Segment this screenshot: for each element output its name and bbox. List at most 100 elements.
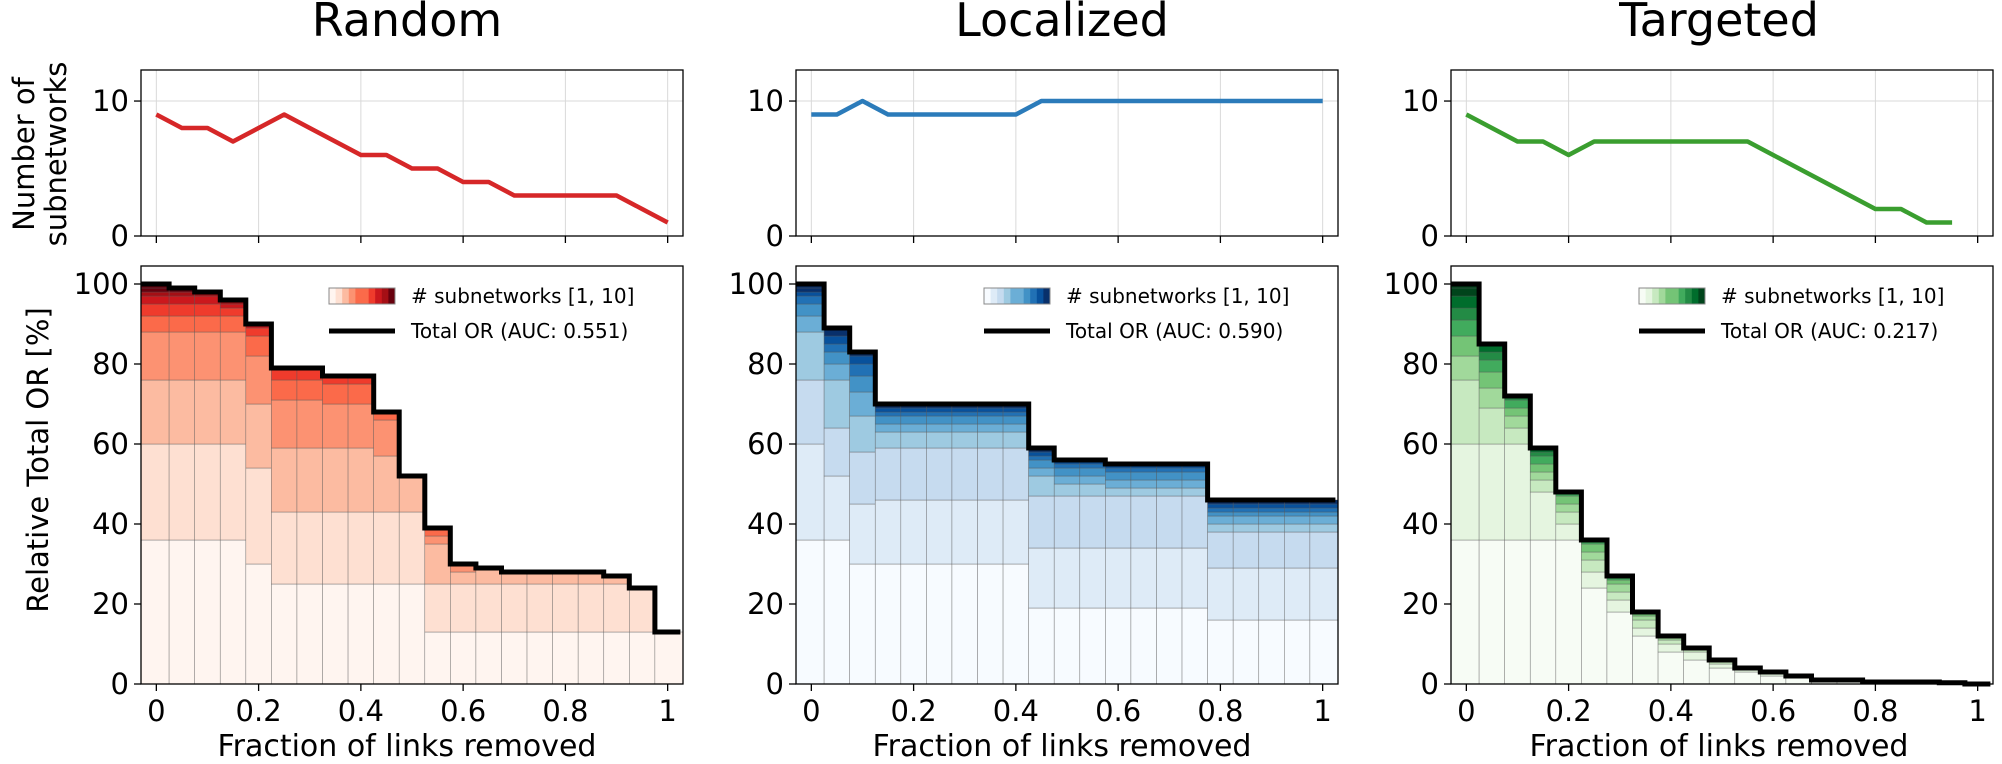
subnetwork-layer (926, 431, 953, 449)
legend-colorbar-swatch (1023, 288, 1031, 304)
subnetwork-layer (1581, 559, 1608, 573)
subnetwork-layer (1785, 677, 1812, 685)
subnetwork-layer (1105, 467, 1132, 473)
subnetwork-layer (296, 447, 323, 513)
subnetwork-layer (1130, 479, 1157, 489)
subnetwork-layer (900, 499, 927, 565)
subnetwork-layer (1581, 543, 1608, 553)
subnetwork-layer (552, 631, 579, 685)
subnetwork-layer (1581, 551, 1608, 561)
bottom-xtick-label: 0.8 (1852, 694, 1898, 728)
subnetwork-layer (424, 543, 451, 585)
subnetwork-layer (849, 375, 876, 393)
subnetwork-layer (168, 379, 195, 445)
subnetwork-layer (1181, 607, 1208, 685)
bottom-xtick-label: 0.8 (542, 694, 588, 728)
bottom-ytick-label: 20 (747, 587, 784, 621)
subnetwork-layer (795, 331, 825, 381)
subnetwork-layer (219, 331, 247, 381)
subnetwork-layer (900, 423, 927, 433)
subnetwork-layer (1028, 495, 1055, 549)
subnetwork-layer (1156, 495, 1183, 549)
subnetwork-layer (1105, 479, 1132, 489)
subnetwork-layer (1156, 467, 1183, 473)
subnetwork-layer (1105, 547, 1132, 609)
legend-colorbar-swatch (1036, 288, 1044, 304)
subnetwork-layer (1079, 463, 1106, 469)
subnetwork-layer (1028, 459, 1055, 469)
bottom-ytick-label: 60 (1402, 427, 1439, 461)
subnetwork-layer (1207, 523, 1234, 533)
subnetwork-layer (951, 415, 978, 425)
subnetwork-layer (1683, 659, 1710, 685)
subnetwork-layer (823, 363, 850, 381)
legend-colorbar-swatch (368, 288, 376, 304)
subnetwork-layer (1309, 619, 1339, 685)
subnetwork-layer (1284, 511, 1311, 517)
bottom-panel-random: 0 0.2 0.4 0.6 0.8 1 0 20 40 60 80 100 # subnetworks … (74, 265, 684, 728)
subnetwork-layer (1002, 431, 1029, 449)
subnetwork-layer (245, 467, 272, 565)
subnetwork-layer (1555, 511, 1582, 525)
subnetwork-layer (1079, 547, 1106, 609)
subnetwork-layer (450, 631, 477, 685)
legend-colorbar-swatch (1639, 288, 1646, 304)
subnetwork-layer (951, 407, 978, 413)
subnetwork-layer (1105, 471, 1132, 481)
subnetwork-layer (1555, 523, 1582, 541)
subnetwork-layer (1309, 507, 1339, 513)
subnetwork-layer (1028, 455, 1055, 461)
subnetwork-layer (1708, 663, 1736, 669)
legend-colorbar-swatch (1698, 288, 1706, 304)
top-ylabel-line2: subnetworks (39, 62, 73, 247)
subnetwork-layer (271, 379, 298, 401)
subnetwork-layer (1028, 475, 1055, 497)
subnetwork-count-line (1465, 112, 1953, 225)
subnetwork-layer (140, 287, 170, 293)
legend-colorbar-swatch (1665, 288, 1673, 304)
subnetwork-layer (900, 563, 927, 685)
subnetwork-layer (1079, 475, 1106, 485)
bottom-ytick-label: 20 (92, 587, 129, 621)
bottom-xtick-label: 1 (1313, 694, 1331, 728)
legend-colorbar-swatch (1691, 288, 1699, 304)
legend-colorbar-swatch (997, 288, 1005, 304)
subnetwork-layer (1529, 451, 1557, 457)
subnetwork-layer (1207, 511, 1234, 517)
subnetwork-layer (1504, 415, 1531, 429)
subnetwork-layer (347, 383, 374, 405)
bottom-xtick-label: 0.4 (338, 694, 384, 728)
subnetwork-layer (1284, 515, 1311, 525)
subnetwork-layer (1309, 531, 1339, 569)
subnetwork-layer (140, 295, 170, 305)
subnetwork-layer (1504, 443, 1531, 541)
subnetwork-layer (322, 403, 349, 449)
subnetwork-layer (475, 583, 502, 633)
xlabel-localized: Fraction of links removed (873, 729, 1252, 764)
legend-colorbar-swatch (990, 288, 998, 304)
subnetwork-layer (475, 631, 502, 685)
subnetwork-layer (526, 583, 553, 633)
subnetwork-layer (1258, 503, 1285, 509)
legend-colorbar-swatch (1652, 288, 1660, 304)
bottom-ytick-label: 80 (92, 347, 129, 381)
subnetwork-layer (322, 383, 349, 405)
subnetwork-layer (424, 583, 451, 633)
legend-colorbar-swatch (1678, 288, 1686, 304)
subnetwork-layer (977, 411, 1004, 417)
subnetwork-layer (1581, 587, 1608, 685)
subnetwork-layer (1529, 463, 1557, 473)
subnetwork-layer (603, 631, 630, 685)
subnetwork-layer (219, 379, 247, 445)
subnetwork-layer (219, 539, 247, 685)
subnetwork-layer (1079, 495, 1106, 549)
subnetwork-layer (1258, 507, 1285, 513)
subnetwork-layer (1478, 443, 1505, 541)
subnetwork-layer (951, 499, 978, 565)
subnetwork-layer (1002, 411, 1029, 417)
subnetwork-layer (1478, 407, 1505, 445)
bottom-ytick-label: 40 (92, 507, 129, 541)
subnetwork-layer (1258, 523, 1285, 533)
bottom-xtick-label: 0 (1457, 694, 1475, 728)
subnetwork-layer (1555, 495, 1582, 505)
